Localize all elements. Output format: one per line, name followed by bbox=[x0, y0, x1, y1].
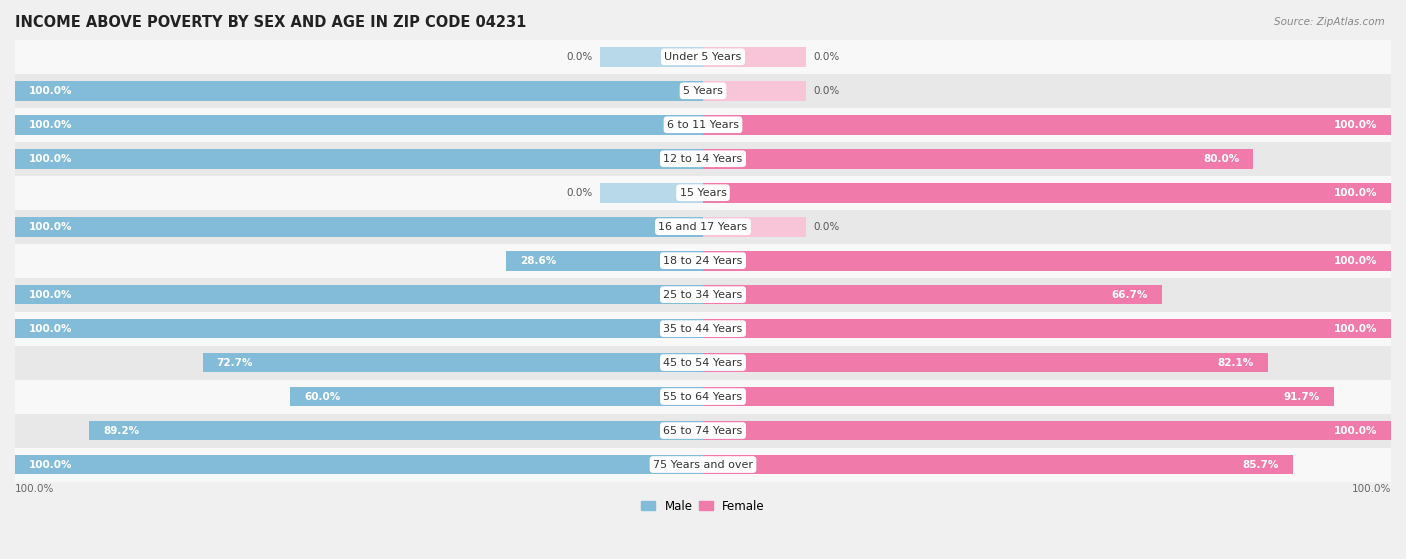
Bar bbox=[15, 81, 703, 101]
Bar bbox=[15, 285, 703, 305]
Bar bbox=[15, 217, 703, 236]
Text: 16 and 17 Years: 16 and 17 Years bbox=[658, 222, 748, 231]
Text: 15 Years: 15 Years bbox=[679, 188, 727, 198]
Text: 72.7%: 72.7% bbox=[217, 358, 253, 368]
Text: 91.7%: 91.7% bbox=[1284, 391, 1320, 401]
Text: 45 to 54 Years: 45 to 54 Years bbox=[664, 358, 742, 368]
Bar bbox=[703, 387, 1334, 406]
Bar bbox=[15, 414, 1391, 448]
Text: 0.0%: 0.0% bbox=[567, 188, 593, 198]
Text: 100.0%: 100.0% bbox=[28, 222, 72, 231]
Bar bbox=[703, 454, 1292, 475]
Bar bbox=[15, 176, 1391, 210]
Text: 100.0%: 100.0% bbox=[28, 290, 72, 300]
Text: 18 to 24 Years: 18 to 24 Years bbox=[664, 255, 742, 266]
Text: 28.6%: 28.6% bbox=[520, 255, 557, 266]
Bar bbox=[15, 40, 1391, 74]
Text: 0.0%: 0.0% bbox=[813, 86, 839, 96]
Bar bbox=[15, 278, 1391, 311]
Bar bbox=[703, 115, 1391, 135]
Bar bbox=[506, 251, 703, 271]
Text: 6 to 11 Years: 6 to 11 Years bbox=[666, 120, 740, 130]
Text: 100.0%: 100.0% bbox=[1334, 188, 1378, 198]
Bar bbox=[703, 47, 806, 67]
Bar bbox=[15, 454, 703, 475]
Text: 100.0%: 100.0% bbox=[1334, 255, 1378, 266]
Text: Source: ZipAtlas.com: Source: ZipAtlas.com bbox=[1274, 17, 1385, 27]
Bar bbox=[703, 421, 1391, 440]
Text: 100.0%: 100.0% bbox=[15, 484, 55, 494]
Bar bbox=[15, 142, 1391, 176]
Text: 100.0%: 100.0% bbox=[28, 120, 72, 130]
Text: 80.0%: 80.0% bbox=[1204, 154, 1240, 164]
Bar bbox=[15, 311, 1391, 345]
Bar bbox=[15, 244, 1391, 278]
Bar bbox=[703, 81, 806, 101]
Bar bbox=[15, 74, 1391, 108]
Text: 5 Years: 5 Years bbox=[683, 86, 723, 96]
Text: 100.0%: 100.0% bbox=[28, 86, 72, 96]
Bar bbox=[15, 115, 703, 135]
Text: 0.0%: 0.0% bbox=[813, 222, 839, 231]
Text: 0.0%: 0.0% bbox=[813, 52, 839, 62]
Bar bbox=[15, 319, 703, 338]
Bar bbox=[15, 380, 1391, 414]
Bar bbox=[15, 345, 1391, 380]
Bar bbox=[15, 448, 1391, 481]
Bar bbox=[600, 183, 703, 202]
Bar bbox=[703, 251, 1391, 271]
Text: 25 to 34 Years: 25 to 34 Years bbox=[664, 290, 742, 300]
Bar bbox=[703, 217, 806, 236]
Bar bbox=[15, 149, 703, 169]
Text: Under 5 Years: Under 5 Years bbox=[665, 52, 741, 62]
Text: 82.1%: 82.1% bbox=[1218, 358, 1254, 368]
Bar bbox=[290, 387, 703, 406]
Text: 100.0%: 100.0% bbox=[28, 154, 72, 164]
Bar bbox=[703, 285, 1161, 305]
Text: 35 to 44 Years: 35 to 44 Years bbox=[664, 324, 742, 334]
Bar bbox=[600, 47, 703, 67]
Text: 12 to 14 Years: 12 to 14 Years bbox=[664, 154, 742, 164]
Text: 65 to 74 Years: 65 to 74 Years bbox=[664, 425, 742, 435]
Bar bbox=[15, 108, 1391, 142]
Bar bbox=[703, 183, 1391, 202]
Text: 66.7%: 66.7% bbox=[1112, 290, 1149, 300]
Text: 60.0%: 60.0% bbox=[304, 391, 340, 401]
Bar bbox=[90, 421, 703, 440]
Text: 100.0%: 100.0% bbox=[1351, 484, 1391, 494]
Bar bbox=[703, 319, 1391, 338]
Bar bbox=[703, 353, 1268, 372]
Text: 85.7%: 85.7% bbox=[1243, 459, 1279, 470]
Text: 100.0%: 100.0% bbox=[1334, 324, 1378, 334]
Text: 100.0%: 100.0% bbox=[28, 324, 72, 334]
Text: 75 Years and over: 75 Years and over bbox=[652, 459, 754, 470]
Text: 89.2%: 89.2% bbox=[103, 425, 139, 435]
Bar bbox=[15, 210, 1391, 244]
Text: 0.0%: 0.0% bbox=[567, 52, 593, 62]
Text: 100.0%: 100.0% bbox=[1334, 425, 1378, 435]
Bar bbox=[703, 149, 1253, 169]
Text: 100.0%: 100.0% bbox=[28, 459, 72, 470]
Text: 55 to 64 Years: 55 to 64 Years bbox=[664, 391, 742, 401]
Bar bbox=[202, 353, 703, 372]
Legend: Male, Female: Male, Female bbox=[637, 495, 769, 518]
Text: 100.0%: 100.0% bbox=[1334, 120, 1378, 130]
Text: INCOME ABOVE POVERTY BY SEX AND AGE IN ZIP CODE 04231: INCOME ABOVE POVERTY BY SEX AND AGE IN Z… bbox=[15, 15, 526, 30]
